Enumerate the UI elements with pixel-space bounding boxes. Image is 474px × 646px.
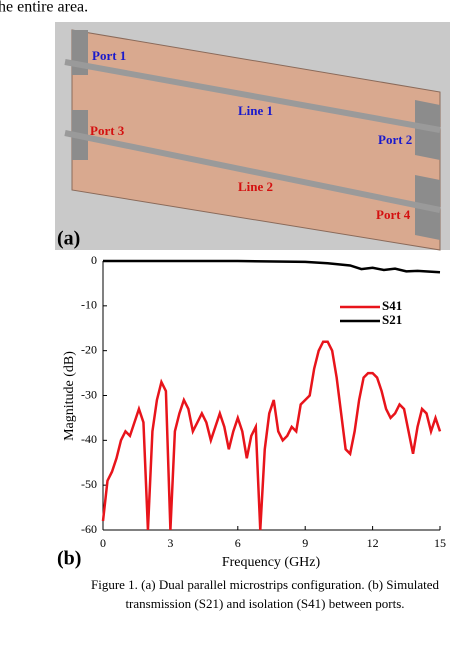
x-tick-label: 15: [434, 536, 446, 550]
microstrip: [64, 130, 441, 213]
port-label: Port 1: [92, 48, 126, 63]
port-label: Port 3: [90, 123, 125, 138]
header-text: he entire area.: [0, 0, 88, 16]
y-tick-label: -10: [81, 298, 97, 312]
microstrip: [64, 59, 441, 133]
series-line: [103, 259, 441, 274]
port-label: Port 4: [376, 207, 411, 222]
y-axis-label: Magnitude (dB): [62, 351, 77, 441]
y-tick-label: -30: [81, 387, 97, 401]
legend-label: S41: [382, 298, 402, 313]
line-label: Line 1: [238, 103, 273, 118]
caption: Figure 1. (a) Dual parallel microstrips …: [91, 577, 440, 592]
x-tick-label: 9: [302, 536, 308, 550]
caption: transmission (S21) and isolation (S41) b…: [125, 596, 404, 611]
panel-label: (a): [57, 228, 80, 250]
line-label: Line 2: [238, 179, 273, 194]
legend-label: S21: [382, 312, 402, 327]
x-tick-label: 6: [235, 536, 241, 550]
x-tick-label: 0: [100, 536, 106, 550]
series-line: [101, 340, 442, 531]
y-tick-label: -20: [81, 342, 97, 356]
x-tick-label: 3: [167, 536, 173, 550]
y-tick-label: -50: [81, 477, 97, 491]
port-label: Port 2: [378, 132, 412, 147]
x-tick-label: 12: [367, 536, 379, 550]
y-tick-label: -40: [81, 432, 97, 446]
x-axis-label: Frequency (GHz): [222, 555, 321, 570]
y-tick-label: -60: [81, 522, 97, 536]
panel-label: (b): [57, 548, 81, 570]
y-tick-label: 0: [91, 253, 97, 267]
